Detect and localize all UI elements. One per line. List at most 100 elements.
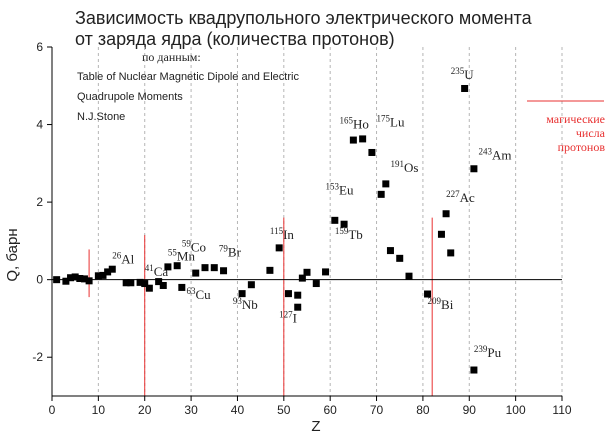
isotope-symbol: Ac (460, 190, 475, 205)
isotope-label: 239Pu (474, 344, 502, 360)
isotope-mass: 175 (377, 113, 391, 123)
data-point (67, 274, 75, 282)
isotope-label: 153Eu (326, 181, 354, 197)
isotope-label: 59Co (182, 239, 206, 255)
source-note: по данным: Table of Nuclear Magnetic Dip… (77, 50, 299, 123)
isotope-label: 175Lu (377, 113, 405, 129)
magic-number-lines (88, 217, 433, 396)
x-tick-label: 50 (277, 403, 291, 417)
data-point (368, 148, 376, 156)
data-point (340, 220, 348, 228)
y-ticks: -2 0 2 4 6 (32, 40, 52, 364)
isotope-mass: 191 (390, 159, 404, 169)
chart-title-line-2: от заряда ядра (количества протонов) (75, 29, 395, 49)
x-tick-label: 0 (49, 403, 56, 417)
data-point (312, 280, 320, 288)
isotope-mass: 153 (326, 181, 340, 191)
data-point (275, 244, 283, 252)
isotope-label: 227Ac (446, 189, 475, 205)
data-point (94, 272, 102, 280)
isotope-symbol: Al (121, 251, 134, 266)
isotope-symbol: Os (404, 160, 418, 175)
x-tick-label: 20 (138, 403, 152, 417)
data-point (159, 281, 167, 289)
y-tick-label: 0 (36, 273, 43, 287)
x-tick-label: 90 (463, 403, 477, 417)
legend: магические числа протонов (527, 100, 606, 154)
data-point (461, 84, 469, 92)
isotope-symbol: Br (228, 244, 242, 259)
isotope-symbol: Am (492, 147, 512, 162)
isotope-mass: 227 (446, 189, 460, 199)
data-point (424, 290, 432, 298)
data-point (178, 283, 186, 291)
isotope-label: 127I (279, 309, 297, 325)
x-tick-label: 60 (324, 403, 338, 417)
isotope-symbol: U (464, 67, 474, 82)
data-point (437, 230, 445, 238)
isotope-symbol: Eu (339, 182, 354, 197)
y-tick-label: 6 (36, 40, 43, 54)
data-point (470, 366, 478, 374)
data-point (85, 277, 93, 285)
data-point (396, 254, 404, 262)
source-line-2: Table of Nuclear Magnetic Dipole and Ele… (77, 71, 299, 83)
data-point (80, 275, 88, 283)
data-point (377, 190, 385, 198)
isotope-label: 243Am (479, 146, 512, 162)
x-tick-label: 100 (506, 403, 526, 417)
data-point (247, 281, 255, 289)
data-point (220, 267, 228, 275)
chart-title-line-1: Зависимость квадрупольного электрическог… (75, 8, 533, 28)
legend-label-line-1: магические (546, 112, 605, 126)
isotope-symbol: Mn (177, 248, 196, 263)
isotope-mass: 59 (182, 239, 192, 249)
data-point (108, 265, 116, 273)
isotope-symbol: Co (191, 240, 206, 255)
isotope-symbol: Bi (441, 297, 454, 312)
data-point (145, 284, 153, 292)
chart-title: Зависимость квадрупольного электрическог… (75, 8, 533, 49)
data-point (298, 274, 306, 282)
x-ticks: 0 10 20 30 40 50 60 70 80 90 100 110 (49, 396, 572, 417)
legend-label-line-3: протонов (558, 140, 606, 154)
isotope-label: 79Br (219, 243, 242, 259)
data-point (382, 180, 390, 188)
y-tick-label: 2 (36, 195, 43, 209)
data-point (442, 210, 450, 218)
isotope-label: 93Nb (233, 296, 258, 312)
isotope-mass: 165 (339, 115, 353, 125)
data-point (122, 279, 130, 287)
data-point (76, 275, 84, 283)
isotope-mass: 115 (270, 226, 284, 236)
source-line-4: N.J.Stone (77, 111, 125, 123)
legend-label-line-2: числа (576, 126, 606, 140)
isotope-mass: 55 (168, 247, 178, 257)
data-point (136, 278, 144, 286)
isotope-label: 159Tb (335, 226, 363, 242)
isotope-mass: 79 (219, 243, 229, 253)
isotope-label: 235U (451, 66, 475, 82)
isotope-symbol: Ho (353, 116, 369, 131)
x-tick-label: 10 (92, 403, 106, 417)
data-point (62, 277, 70, 285)
isotope-label: 26Al (112, 250, 134, 266)
data-point (127, 279, 135, 287)
data-point (303, 268, 311, 276)
isotope-symbol: I (293, 310, 297, 325)
isotope-mass: 235 (451, 66, 465, 76)
axes (51, 47, 562, 397)
data-point (53, 276, 61, 284)
isotope-label: 165Ho (339, 115, 368, 131)
isotope-label: 41Ca (145, 263, 169, 279)
data-points (53, 84, 478, 374)
isotope-mass: 243 (479, 146, 493, 156)
data-point (322, 268, 330, 276)
data-point (104, 268, 112, 276)
isotope-mass: 127 (279, 309, 293, 319)
data-point (141, 280, 149, 288)
data-point (155, 278, 163, 286)
isotope-mass: 159 (335, 226, 349, 236)
x-tick-label: 110 (552, 403, 571, 417)
